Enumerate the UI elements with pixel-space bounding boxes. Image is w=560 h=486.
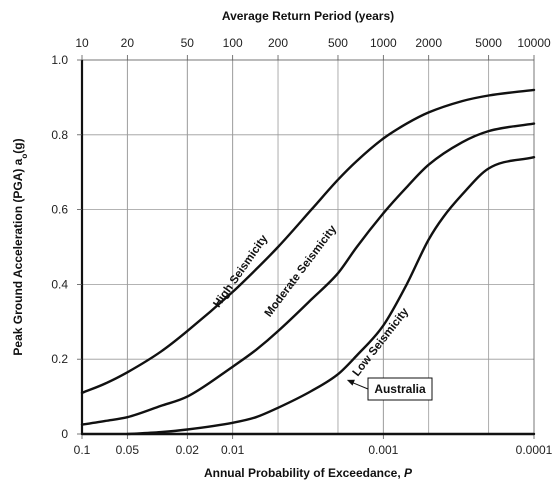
top-tick-label: 2000 [415,36,442,50]
x-axis-title: Annual Probability of Exceedance, P [204,466,413,480]
x-axis-title-main: Annual Probability of Exceedance, [204,466,404,480]
y-axis-title-main: Peak Ground Acceleration (PGA) a [11,158,25,355]
top-tick-label: 1000 [370,36,397,50]
series-line-moderate-seismicity [80,122,536,426]
y-tick-label: 0.8 [51,128,68,142]
y-tick-label: 0.6 [51,203,68,217]
curve-label-low-seismicity: Low Seismicity [351,305,412,378]
y-tick-label: 0.4 [51,277,68,291]
top-tick-label: 100 [223,36,243,50]
x-axis-title-variable: P [404,466,413,480]
x-tick-label: 0.05 [116,443,140,457]
x-tick-label: 0.0001 [516,443,553,457]
callout-label: Australia [374,382,426,396]
x-tick-label: 0.1 [74,443,91,457]
top-tick-label: 200 [268,36,288,50]
y-tick-label: 0 [61,427,68,441]
x-tick-label: 0.02 [176,443,200,457]
x-tick-label: 0.01 [221,443,245,457]
y-axis-title: Peak Ground Acceleration (PGA) ao(g) [11,138,29,355]
top-axis-title: Average Return Period (years) [222,9,394,23]
y-tick-label: 0.2 [51,352,68,366]
curve-label-high-seismicity: High Seismicity [211,232,270,310]
top-tick-label: 50 [181,36,195,50]
callout-arrowhead [346,379,355,386]
top-tick-label: 10000 [517,36,551,50]
top-tick-label: 500 [328,36,348,50]
series-line-low-seismicity [126,156,536,436]
top-tick-label: 5000 [475,36,502,50]
y-tick-label: 1.0 [51,53,68,67]
series-line-high-seismicity [80,88,536,395]
curve-label-moderate-seismicity: Moderate Seismicity [263,223,340,320]
top-tick-label: 20 [121,36,135,50]
top-tick-label: 10 [75,36,89,50]
y-axis-title-unit: (g) [11,138,25,153]
callout-leader-line [350,381,369,390]
callout-box [367,377,433,401]
y-axis-title-subscript: o [20,154,29,159]
plot-frame [81,59,535,435]
x-tick-label: 0.001 [368,443,398,457]
